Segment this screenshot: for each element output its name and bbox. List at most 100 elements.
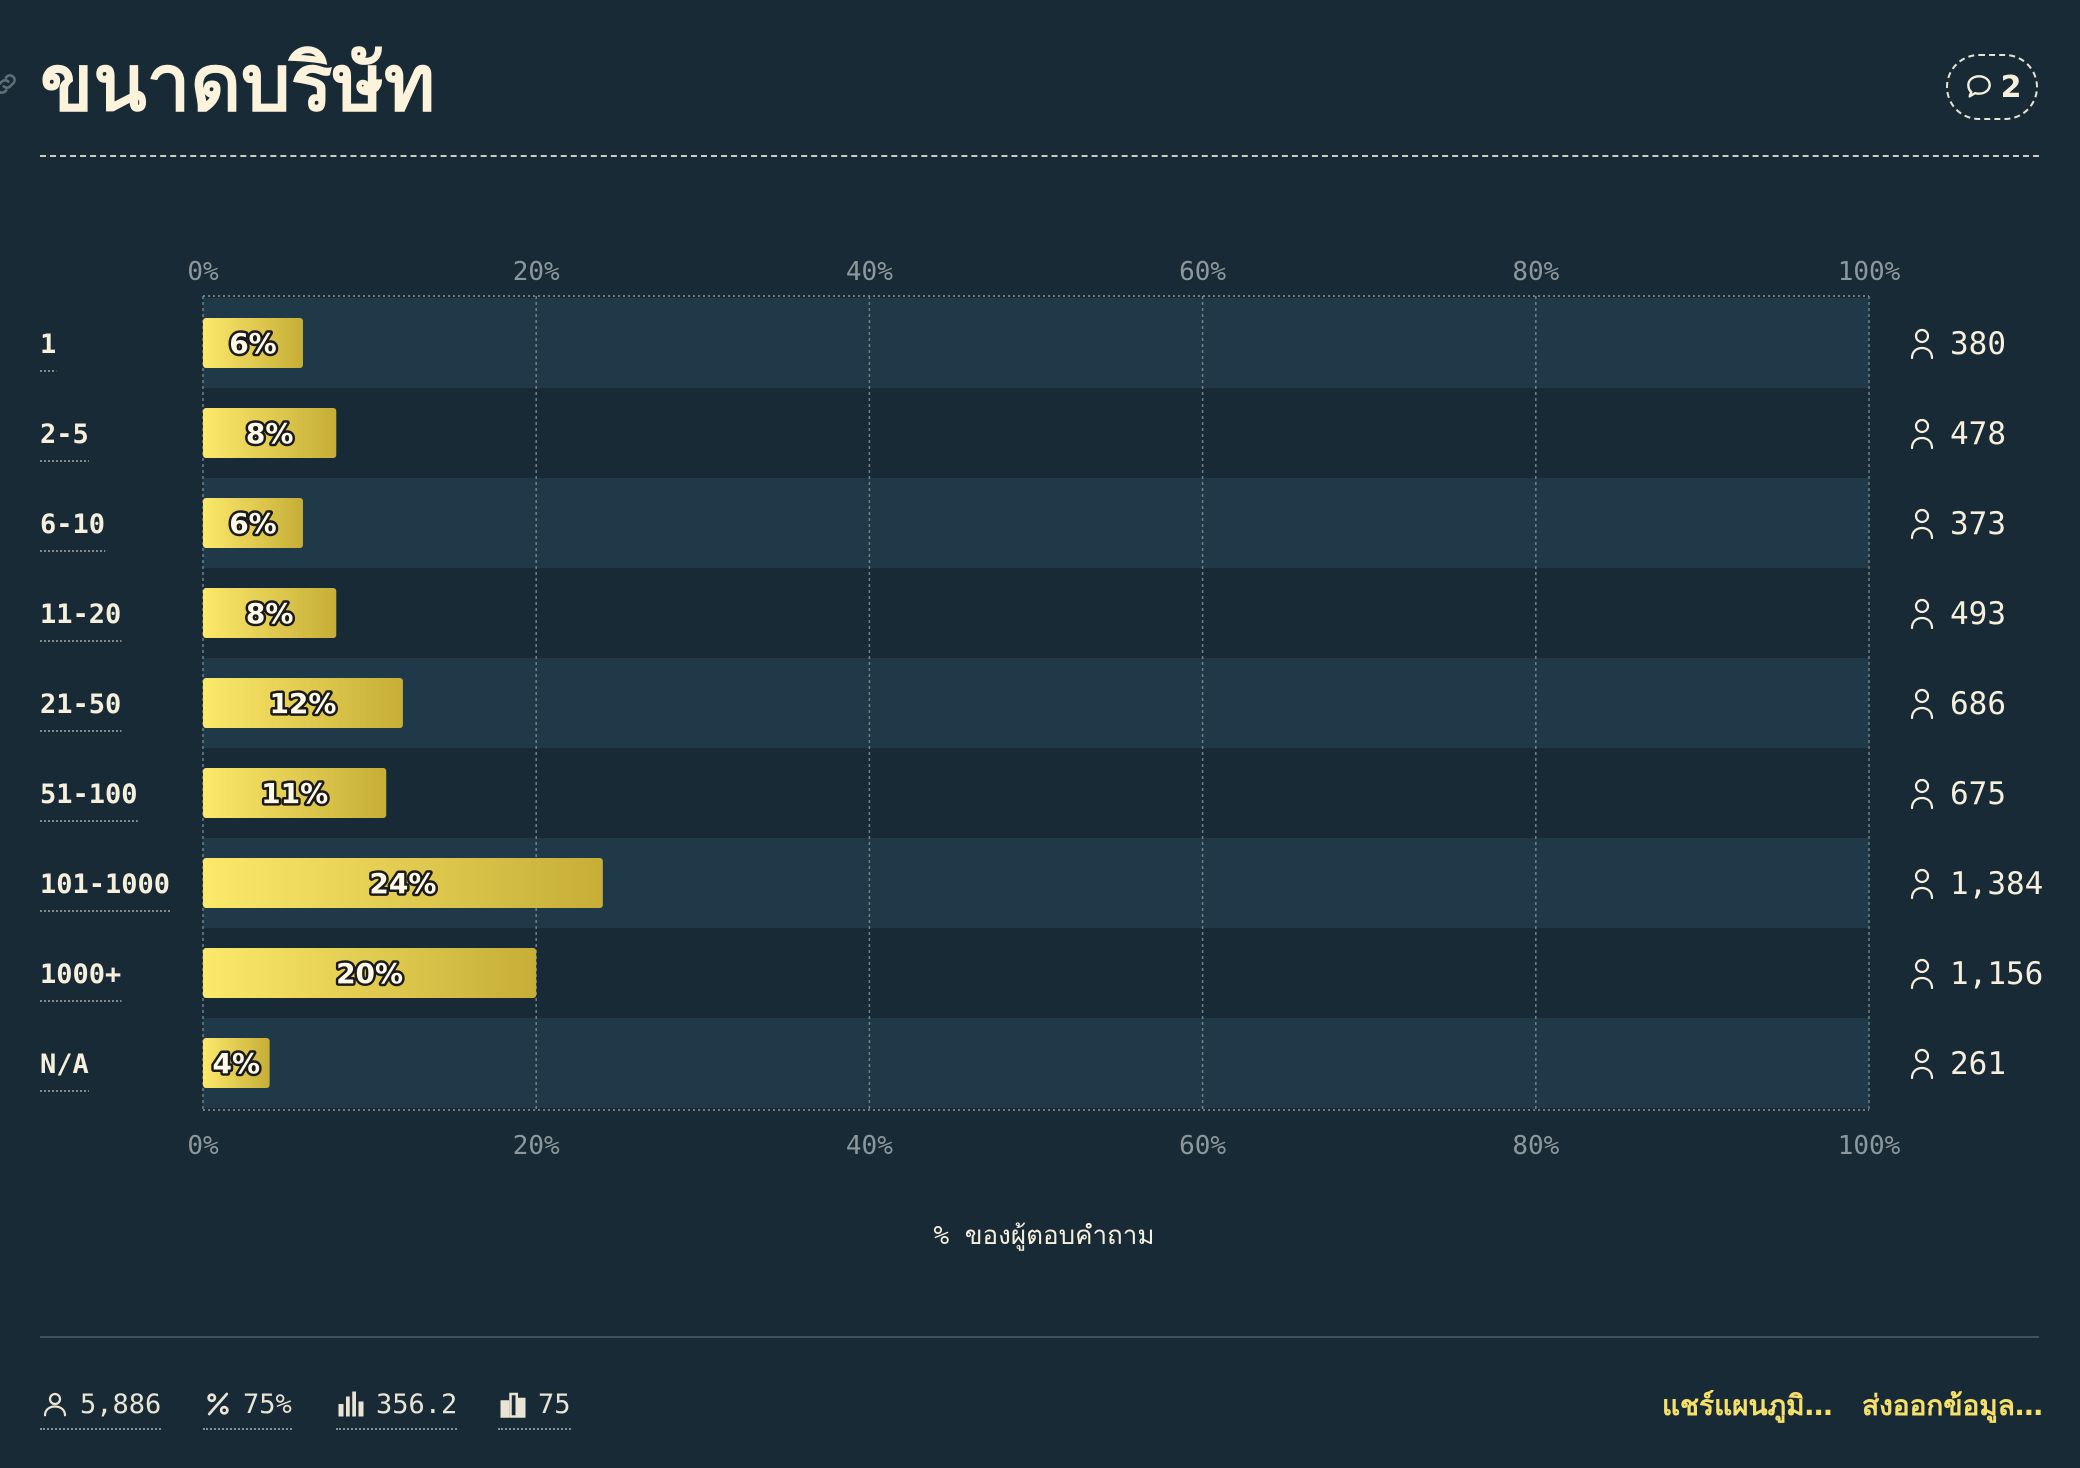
stat-percent-value: 75% xyxy=(243,1388,292,1420)
row-band xyxy=(203,1018,1869,1108)
bar xyxy=(203,498,303,548)
person-icon-head xyxy=(1914,958,1930,974)
category-label: 6-10 xyxy=(40,509,105,540)
page-title: ขนาดบริษัท xyxy=(40,38,436,129)
x-tick-label-top: 20% xyxy=(513,257,560,287)
stat-median[interactable]: 75 xyxy=(498,1384,571,1430)
person-icon-head xyxy=(1914,328,1930,344)
bar-value-label: 12% xyxy=(269,687,336,720)
respondent-count: 380 xyxy=(1950,326,2006,362)
person-icon xyxy=(1910,418,1934,450)
bar-value-label: 4% xyxy=(213,1047,261,1080)
stat-mean[interactable]: 356.2 xyxy=(336,1384,458,1430)
bar-value-label: 8% xyxy=(246,417,294,450)
title-divider xyxy=(40,155,2039,157)
person-icon-head xyxy=(1914,778,1930,794)
person-icon xyxy=(1910,508,1934,540)
bar-chart: 0% 0% 20% 20% 40% 40% 60% 60% 80% 80% 100% 100% 1 6% 3… xyxy=(40,257,2043,1251)
person-icon-body xyxy=(1910,346,1934,360)
person-icon-body xyxy=(1910,886,1934,900)
person-icon-body xyxy=(1910,706,1934,720)
respondent-count: 261 xyxy=(1950,1046,2006,1082)
bar-value-label: 11% xyxy=(261,777,328,810)
stat-percent[interactable]: 75% xyxy=(203,1384,292,1430)
row-band xyxy=(203,658,1869,748)
bar xyxy=(203,1038,270,1088)
share-chart-link[interactable]: แชร์แผนภูมิ… xyxy=(1662,1389,1833,1422)
bar xyxy=(203,588,337,638)
person-icon-head xyxy=(1914,418,1930,434)
stat-respondents-value: 5,886 xyxy=(80,1388,162,1420)
person-icon xyxy=(1910,778,1934,810)
respondent-count: 478 xyxy=(1950,416,2006,452)
category-label: 1000+ xyxy=(40,959,121,990)
category-label: N/A xyxy=(40,1049,89,1080)
bar-value-label: 6% xyxy=(229,327,277,360)
respondent-count: 1,156 xyxy=(1950,956,2043,992)
person-icon xyxy=(43,1392,67,1417)
bar xyxy=(203,948,537,998)
bar xyxy=(203,858,603,908)
x-axis-title: % ของผู้ตอบคำถาม xyxy=(933,1221,1154,1251)
person-icon-body xyxy=(1910,1066,1934,1080)
stat-mean-value: 356.2 xyxy=(376,1388,458,1420)
category-label: 11-20 xyxy=(40,599,121,630)
bar-value-label: 8% xyxy=(246,597,294,630)
median-chart-icon xyxy=(500,1392,526,1418)
x-tick-label-top: 60% xyxy=(1179,257,1226,287)
category-label: 21-50 xyxy=(40,689,121,720)
person-icon xyxy=(1910,688,1934,720)
bar-value-label: 6% xyxy=(229,507,277,540)
percent-icon xyxy=(207,1392,229,1416)
respondent-count: 686 xyxy=(1950,686,2006,722)
person-icon-head xyxy=(1914,868,1930,884)
stat-median-value: 75 xyxy=(538,1388,571,1420)
x-tick-label-bottom: 80% xyxy=(1512,1131,1559,1161)
person-icon xyxy=(1910,1048,1934,1080)
bar-value-label: 20% xyxy=(336,957,403,990)
bar xyxy=(203,678,403,728)
row-band xyxy=(203,478,1869,568)
person-icon-head xyxy=(1914,688,1930,704)
person-icon xyxy=(1910,328,1934,360)
person-icon-body xyxy=(1910,436,1934,450)
row-band xyxy=(203,298,1869,388)
person-icon-body xyxy=(1910,976,1934,990)
person-icon-body xyxy=(1910,616,1934,630)
category-label: 1 xyxy=(40,329,56,360)
comment-icon xyxy=(1966,75,1991,98)
person-icon-head xyxy=(1914,508,1930,524)
x-tick-label-bottom: 20% xyxy=(513,1131,560,1161)
person-icon-body xyxy=(1910,796,1934,810)
comments-button[interactable]: 2 xyxy=(1946,54,2038,120)
person-icon-head xyxy=(1914,1048,1930,1064)
x-tick-label-bottom: 60% xyxy=(1179,1131,1226,1161)
export-data-link[interactable]: ส่งออกข้อมูล… xyxy=(1862,1389,2043,1422)
person-icon xyxy=(1910,598,1934,630)
link-icon[interactable] xyxy=(0,70,20,98)
person-icon-head xyxy=(1914,598,1930,614)
x-tick-label-top: 100% xyxy=(1838,257,1901,287)
footer-divider xyxy=(40,1336,2039,1338)
x-tick-label-bottom: 40% xyxy=(846,1131,893,1161)
person-icon xyxy=(1910,958,1934,990)
stat-respondents[interactable]: 5,886 xyxy=(40,1384,162,1430)
x-tick-label-top: 80% xyxy=(1512,257,1559,287)
x-tick-label-top: 0% xyxy=(187,257,219,287)
respondent-count: 373 xyxy=(1950,506,2006,542)
category-label: 101-1000 xyxy=(40,869,170,900)
bar-chart-icon xyxy=(338,1391,364,1417)
respondent-count: 493 xyxy=(1950,596,2006,632)
bar xyxy=(203,408,337,458)
category-label: 2-5 xyxy=(40,419,89,450)
bar xyxy=(203,318,303,368)
person-icon xyxy=(1910,868,1934,900)
x-tick-label-bottom: 0% xyxy=(187,1131,219,1161)
person-icon-body xyxy=(1910,526,1934,540)
x-tick-label-bottom: 100% xyxy=(1838,1131,1901,1161)
category-label: 51-100 xyxy=(40,779,138,810)
bar-value-label: 24% xyxy=(369,867,436,900)
bar xyxy=(203,768,387,818)
respondent-count: 1,384 xyxy=(1950,866,2043,902)
comment-count: 2 xyxy=(2000,69,2022,105)
